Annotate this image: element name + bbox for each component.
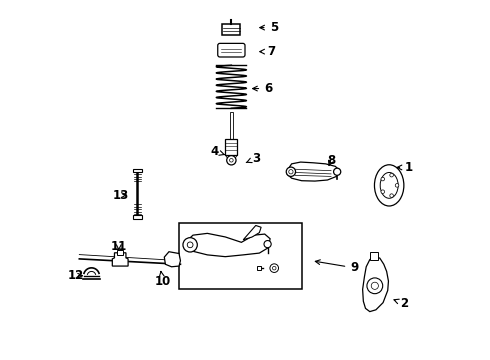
Bar xyxy=(133,168,142,172)
Text: 4: 4 xyxy=(210,145,224,158)
Text: 2: 2 xyxy=(394,297,409,310)
Text: 3: 3 xyxy=(246,152,260,165)
Circle shape xyxy=(371,282,378,289)
Bar xyxy=(225,139,238,155)
Circle shape xyxy=(395,184,399,187)
Circle shape xyxy=(272,266,276,270)
Circle shape xyxy=(187,242,193,248)
Circle shape xyxy=(289,170,293,174)
Text: 6: 6 xyxy=(253,82,272,95)
Text: 9: 9 xyxy=(315,260,359,274)
FancyBboxPatch shape xyxy=(222,24,240,35)
Circle shape xyxy=(286,167,295,176)
Text: 7: 7 xyxy=(260,45,275,58)
Circle shape xyxy=(230,158,233,162)
Text: 5: 5 xyxy=(260,21,278,34)
Polygon shape xyxy=(184,233,270,257)
FancyBboxPatch shape xyxy=(218,43,245,57)
Polygon shape xyxy=(363,256,389,312)
Circle shape xyxy=(334,168,341,175)
Ellipse shape xyxy=(374,165,404,206)
Text: 1: 1 xyxy=(397,161,413,174)
Circle shape xyxy=(264,240,271,248)
Bar xyxy=(117,250,123,255)
Circle shape xyxy=(270,264,278,273)
Bar xyxy=(370,252,378,260)
Bar xyxy=(257,266,261,270)
Bar xyxy=(230,112,233,140)
Circle shape xyxy=(390,174,393,177)
Bar xyxy=(179,223,302,289)
Text: 11: 11 xyxy=(111,240,127,253)
Circle shape xyxy=(390,194,393,197)
Circle shape xyxy=(381,190,385,193)
Polygon shape xyxy=(287,162,339,181)
Bar xyxy=(133,215,142,219)
Circle shape xyxy=(381,177,385,181)
Ellipse shape xyxy=(380,172,398,198)
Circle shape xyxy=(183,238,197,252)
Circle shape xyxy=(227,156,236,165)
Text: 13: 13 xyxy=(113,189,129,202)
Text: 8: 8 xyxy=(327,154,335,167)
Polygon shape xyxy=(164,252,180,267)
Polygon shape xyxy=(243,225,261,240)
Text: 10: 10 xyxy=(154,271,171,288)
Circle shape xyxy=(367,278,383,294)
Text: 12: 12 xyxy=(68,269,84,282)
Polygon shape xyxy=(112,253,128,266)
